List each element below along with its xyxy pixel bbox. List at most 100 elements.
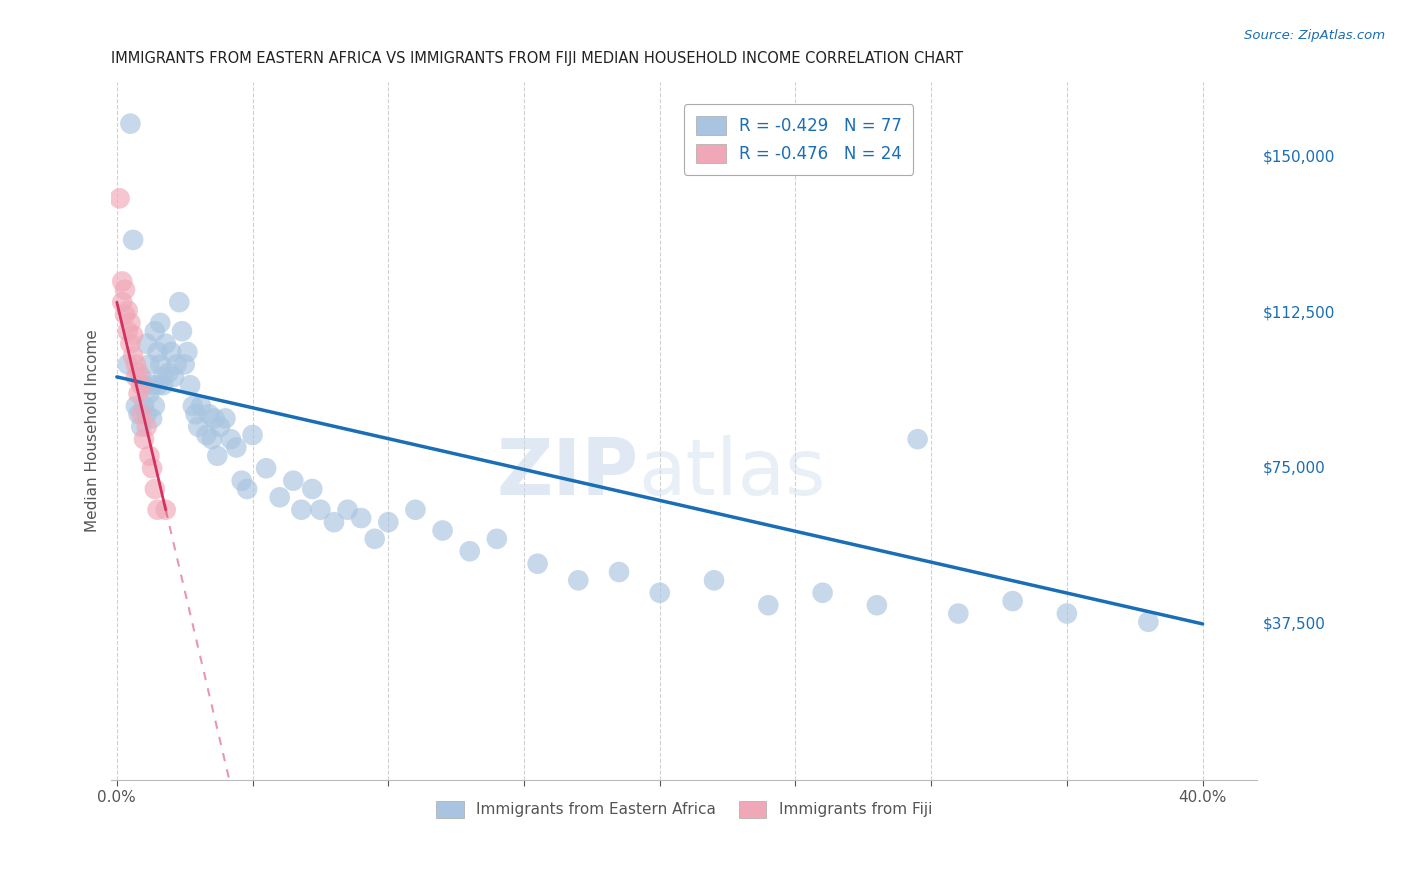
Point <box>225 441 247 455</box>
Point <box>128 366 150 380</box>
Point <box>204 411 226 425</box>
Text: ZIP: ZIP <box>496 434 638 511</box>
Point <box>485 532 508 546</box>
Point <box>309 502 332 516</box>
Point <box>198 407 221 421</box>
Point <box>117 303 139 318</box>
Point <box>132 432 155 446</box>
Point <box>138 358 160 372</box>
Point <box>138 386 160 401</box>
Point <box>128 386 150 401</box>
Point <box>122 328 145 343</box>
Point <box>135 419 157 434</box>
Point <box>269 491 291 505</box>
Point <box>567 574 589 588</box>
Text: IMMIGRANTS FROM EASTERN AFRICA VS IMMIGRANTS FROM FIJI MEDIAN HOUSEHOLD INCOME C: IMMIGRANTS FROM EASTERN AFRICA VS IMMIGR… <box>111 51 963 66</box>
Point <box>129 370 152 384</box>
Point <box>149 316 172 330</box>
Point <box>290 502 312 516</box>
Point <box>143 399 166 413</box>
Text: $37,500: $37,500 <box>1263 616 1326 632</box>
Point <box>135 336 157 351</box>
Point <box>155 502 177 516</box>
Point <box>114 283 136 297</box>
Point <box>149 358 172 372</box>
Point <box>143 324 166 338</box>
Point <box>146 345 169 359</box>
Point <box>350 511 373 525</box>
Point <box>1001 594 1024 608</box>
Point <box>607 565 630 579</box>
Point <box>146 378 169 392</box>
Point <box>283 474 305 488</box>
Point <box>128 407 150 421</box>
Point <box>155 336 177 351</box>
Point <box>214 411 236 425</box>
Text: $150,000: $150,000 <box>1263 149 1336 164</box>
Point <box>146 502 169 516</box>
Point <box>184 407 207 421</box>
Point <box>157 366 180 380</box>
Point <box>1056 607 1078 621</box>
Point <box>242 428 264 442</box>
Point <box>108 191 131 205</box>
Point <box>195 428 218 442</box>
Point <box>648 586 671 600</box>
Point <box>377 515 399 529</box>
Point <box>152 378 174 392</box>
Point <box>152 370 174 384</box>
Point <box>132 399 155 413</box>
Text: $75,000: $75,000 <box>1263 461 1326 475</box>
Point <box>111 274 134 288</box>
Point <box>120 316 142 330</box>
Point <box>323 515 346 529</box>
Point <box>111 295 134 310</box>
Point <box>404 502 426 516</box>
Point <box>141 378 163 392</box>
Point <box>143 482 166 496</box>
Point <box>160 345 183 359</box>
Point <box>135 407 157 421</box>
Point <box>125 370 148 384</box>
Point <box>166 358 188 372</box>
Point <box>170 324 193 338</box>
Point <box>141 461 163 475</box>
Point <box>117 358 139 372</box>
Point <box>703 574 725 588</box>
Point <box>122 233 145 247</box>
Point <box>117 324 139 338</box>
Point <box>132 378 155 392</box>
Point <box>208 419 231 434</box>
Point <box>125 399 148 413</box>
Point <box>948 607 970 621</box>
Point <box>432 524 454 538</box>
Text: $112,500: $112,500 <box>1263 305 1336 320</box>
Point <box>129 378 152 392</box>
Point <box>219 432 242 446</box>
Point <box>176 345 198 359</box>
Y-axis label: Median Household Income: Median Household Income <box>86 329 100 533</box>
Point <box>120 117 142 131</box>
Point <box>179 378 201 392</box>
Point <box>907 432 929 446</box>
Point <box>120 336 142 351</box>
Point <box>125 358 148 372</box>
Point <box>181 399 204 413</box>
Point <box>756 599 779 613</box>
Point <box>231 474 253 488</box>
Point <box>187 419 209 434</box>
Point <box>301 482 323 496</box>
Point <box>364 532 387 546</box>
Point <box>236 482 259 496</box>
Point <box>254 461 277 475</box>
Point <box>526 557 548 571</box>
Text: Source: ZipAtlas.com: Source: ZipAtlas.com <box>1244 29 1385 43</box>
Point <box>129 407 152 421</box>
Point <box>336 502 359 516</box>
Point <box>114 308 136 322</box>
Point <box>173 358 195 372</box>
Point <box>169 295 191 310</box>
Point <box>201 432 224 446</box>
Point <box>138 449 160 463</box>
Point <box>1137 615 1160 629</box>
